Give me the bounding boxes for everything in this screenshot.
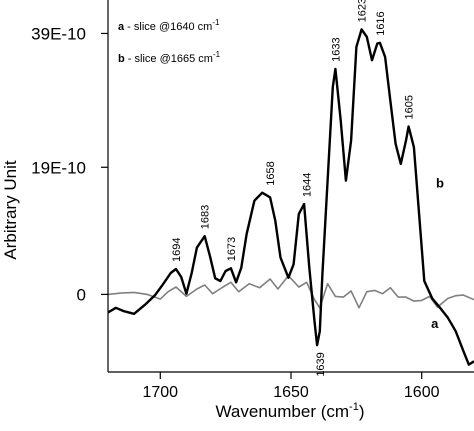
peak-label-1633: 1633: [330, 37, 342, 61]
peak-label-1623: 1623: [357, 0, 369, 22]
peak-label-1616: 1616: [375, 11, 387, 35]
x-axis-label-close: ): [359, 402, 365, 421]
x-tick-label-1600: 1600: [404, 384, 440, 401]
legend: a - slice @1640 cm-1 b - slice @1665 cm-…: [118, 18, 221, 65]
y-axis-label: Arbitrary Unit: [1, 160, 20, 259]
y-tick-label-0: 0: [77, 285, 86, 304]
peak-label-1639: 1639: [315, 352, 327, 376]
peak-label-1673: 1673: [226, 237, 238, 261]
x-tick-label-1700: 1700: [142, 384, 178, 401]
legend-text-a: - slice @1640 cm: [124, 21, 212, 33]
legend-superscript-a: -1: [212, 18, 220, 27]
legend-entry-a: a - slice @1640 cm-1: [118, 18, 220, 33]
peak-label-1694: 1694: [171, 238, 183, 262]
legend-key-a: a: [118, 21, 125, 33]
x-axis-label-superscript: -1: [349, 401, 359, 413]
y-tick-label-39E-10: 39E-10: [31, 24, 86, 43]
y-tick-label-19E-10: 19E-10: [31, 158, 86, 177]
legend-text-b: - slice @1665 cm: [125, 53, 213, 65]
x-tick-label-1650: 1650: [273, 384, 309, 401]
plot-area: 1694 1683 1673 1658 1644 1639 1633 1623 1616 1605…: [107, 0, 474, 377]
series-line-a: [107, 274, 474, 309]
axes: 1700 1650 1600 0 19E-10 39E-10: [31, 0, 474, 401]
peak-label-1605: 1605: [404, 95, 416, 119]
x-axis-label-main: Wavenumber (cm: [216, 402, 350, 421]
peak-label-1658: 1658: [265, 161, 277, 185]
legend-superscript-b: -1: [213, 50, 221, 59]
series-tag-a: a: [431, 316, 439, 331]
peak-label-1683: 1683: [200, 205, 212, 229]
legend-key-b: b: [118, 53, 125, 65]
series-line-b: [107, 28, 474, 366]
peak-label-1644: 1644: [302, 173, 314, 197]
x-axis-label: Wavenumber (cm-1): [216, 401, 365, 421]
legend-entry-b: b - slice @1665 cm-1: [118, 50, 221, 65]
series-tag-b: b: [436, 175, 444, 190]
